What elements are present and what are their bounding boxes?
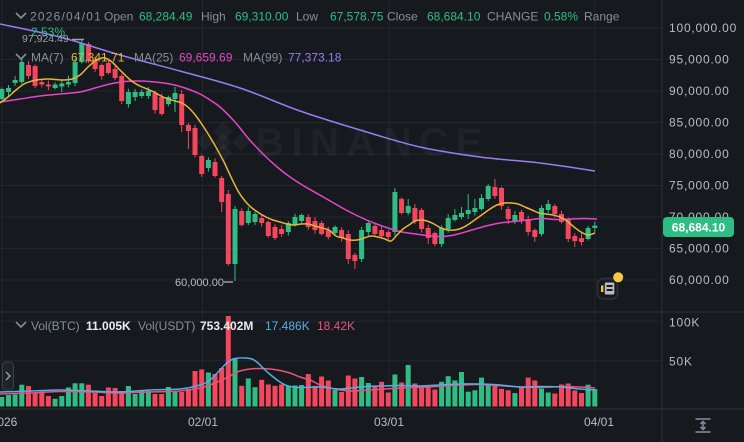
svg-text:50K: 50K	[669, 355, 693, 369]
svg-text:Vol(USDT): Vol(USDT)	[138, 319, 195, 333]
svg-text:Vol(BTC): Vol(BTC)	[31, 319, 80, 333]
svg-text:2026/04/01: 2026/04/01	[30, 10, 102, 24]
svg-text:85,000.00: 85,000.00	[669, 116, 730, 130]
svg-text:69,310.00: 69,310.00	[235, 10, 289, 24]
svg-text:Open: Open	[104, 10, 133, 24]
svg-text:68,684.10: 68,684.10	[672, 220, 726, 234]
svg-text:65,000.00: 65,000.00	[669, 242, 730, 256]
svg-text:0.58%: 0.58%	[544, 10, 578, 24]
svg-text:67,578.75: 67,578.75	[330, 10, 384, 24]
svg-text:95,000.00: 95,000.00	[669, 53, 730, 67]
svg-text:100K: 100K	[669, 315, 700, 329]
svg-text:04/01: 04/01	[584, 415, 614, 429]
svg-text:68,284.49: 68,284.49	[139, 10, 193, 24]
svg-text:60,000.00: 60,000.00	[175, 277, 224, 289]
svg-text:75,000.00: 75,000.00	[669, 179, 730, 193]
svg-text:100,000.00: 100,000.00	[669, 21, 737, 35]
svg-text:CHANGE: CHANGE	[487, 10, 538, 24]
svg-text:11.005K: 11.005K	[86, 319, 131, 333]
svg-text:MA(7): MA(7)	[31, 51, 64, 65]
svg-text:80,000.00: 80,000.00	[669, 147, 730, 161]
svg-text:77,373.18: 77,373.18	[288, 51, 342, 65]
svg-text:2026: 2026	[0, 415, 18, 429]
svg-text:60,000.00: 60,000.00	[669, 273, 730, 287]
svg-text:Close: Close	[387, 10, 418, 24]
svg-text:69,659.69: 69,659.69	[179, 51, 233, 65]
svg-text:97,924.49: 97,924.49	[22, 33, 69, 45]
svg-text:BINANCE: BINANCE	[255, 121, 490, 165]
svg-text:Range: Range	[584, 10, 620, 24]
svg-text:90,000.00: 90,000.00	[669, 84, 730, 98]
svg-text:2.53%: 2.53%	[31, 25, 65, 39]
svg-text:03/01: 03/01	[374, 415, 404, 429]
svg-text:High: High	[201, 10, 226, 24]
svg-text:753.402M: 753.402M	[200, 319, 253, 333]
svg-text:Low: Low	[296, 10, 318, 24]
svg-text:02/01: 02/01	[188, 415, 218, 429]
svg-text:MA(25): MA(25)	[134, 51, 173, 65]
svg-text:17.486K: 17.486K	[265, 319, 310, 333]
svg-text:68,684.10: 68,684.10	[427, 10, 481, 24]
svg-text:MA(99): MA(99)	[243, 51, 282, 65]
svg-text:18.42K: 18.42K	[317, 319, 355, 333]
svg-text:67,341.71: 67,341.71	[71, 51, 125, 65]
